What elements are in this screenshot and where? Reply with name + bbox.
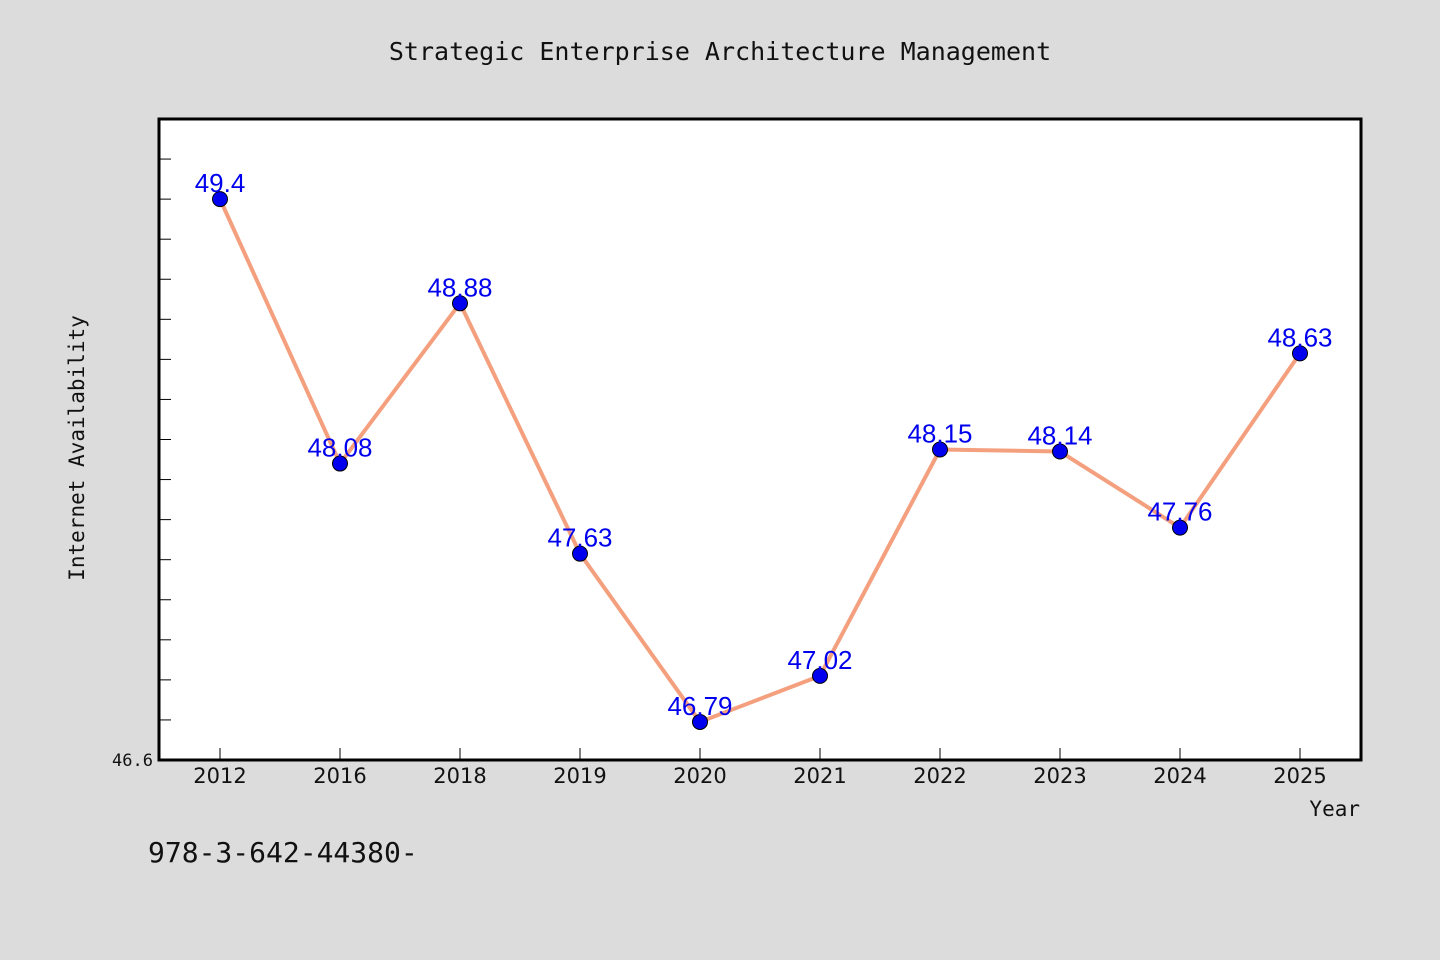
x-tick-label: 2016 [313,764,366,788]
data-label: 48.14 [1027,421,1092,451]
data-point [1292,345,1308,362]
data-point [212,191,228,208]
y-axis-title: Internet Availability [65,315,89,581]
data-point [572,545,588,562]
x-tick-label: 2025 [1273,764,1326,788]
chart-title: Strategic Enterprise Architecture Manage… [389,37,1051,66]
data-label: 48.15 [907,419,972,449]
x-tick-label: 2020 [673,764,726,788]
data-point [332,455,348,472]
x-tick-label: 2018 [433,764,486,788]
data-label: 46.79 [667,691,732,721]
data-point [1172,519,1188,536]
series-layer [212,191,1308,730]
data-label: 48.63 [1267,322,1332,352]
x-tick-label: 2019 [553,764,606,788]
data-point [1052,443,1068,460]
x-axis-title: Year [1309,797,1360,821]
x-tick-label: 2021 [793,764,846,788]
data-label: 48.08 [307,433,372,463]
footer-isbn-text: 978-3-642-44380- [148,836,418,869]
data-label: 48.88 [427,272,492,302]
data-label: 49.4 [195,168,246,198]
data-label: 47.63 [547,523,612,553]
y-axis-ticks [159,118,171,761]
x-tick-label: 2022 [913,764,966,788]
data-point [932,441,948,458]
data-label: 47.76 [1147,497,1212,527]
data-labels: 49.4 48.08 48.88 47.63 46.79 47.02 48.15 48.14 4… [195,168,1333,721]
data-point [452,295,468,312]
x-tick-label: 2023 [1033,764,1086,788]
x-tick-label: 2012 [193,764,246,788]
series-line [218,198,1302,724]
x-axis-ticks: 2012 2016 2018 2019 2020 2021 2022 2023 2024 2025 [193,748,1327,788]
y-tick-label-min: 46.6 [112,751,153,771]
x-tick-label: 2024 [1153,764,1206,788]
data-point [692,713,708,730]
data-label: 47.02 [787,645,852,675]
data-point [812,667,828,684]
